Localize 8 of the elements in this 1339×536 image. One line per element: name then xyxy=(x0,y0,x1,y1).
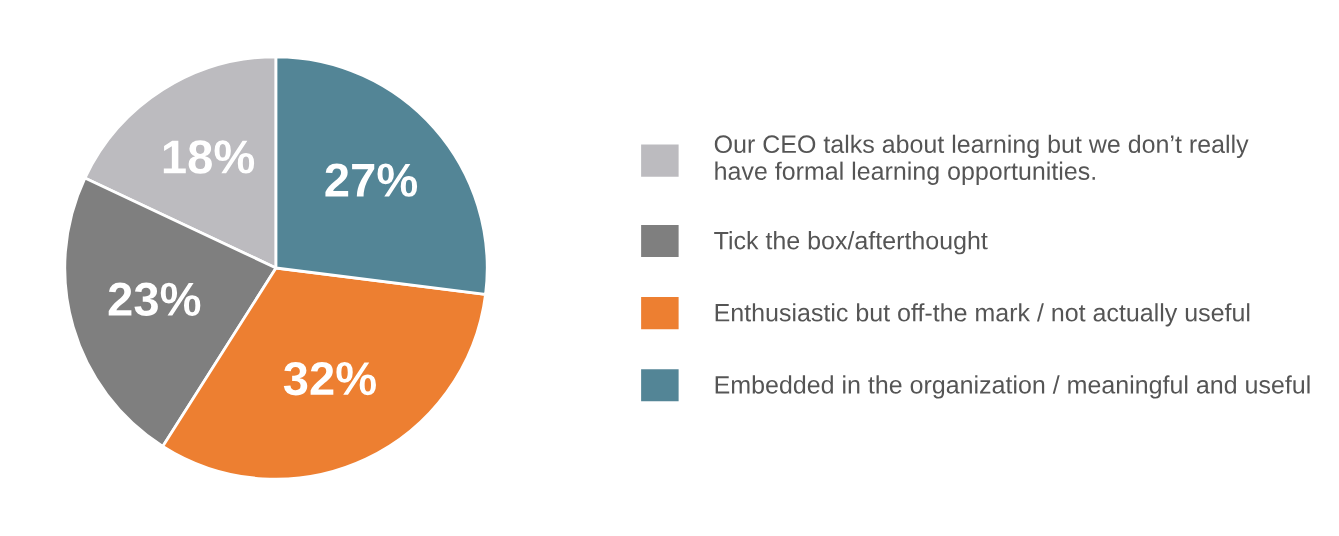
data-label: 18% xyxy=(163,140,255,174)
data-label: 27% xyxy=(325,163,418,197)
legend-label: Enthusiastic but off-the mark / not actually useful xyxy=(715,303,1250,327)
legend-label: Tick the box/afterthought xyxy=(714,231,988,255)
legend-label: Embedded in the organization / meaningful and useful xyxy=(715,375,1310,399)
legend-label: Our CEO talks about learning but we don’t really have formal learning opportunities. xyxy=(714,134,1249,185)
data-label: 23% xyxy=(108,282,201,317)
data-label: 32% xyxy=(283,361,376,396)
